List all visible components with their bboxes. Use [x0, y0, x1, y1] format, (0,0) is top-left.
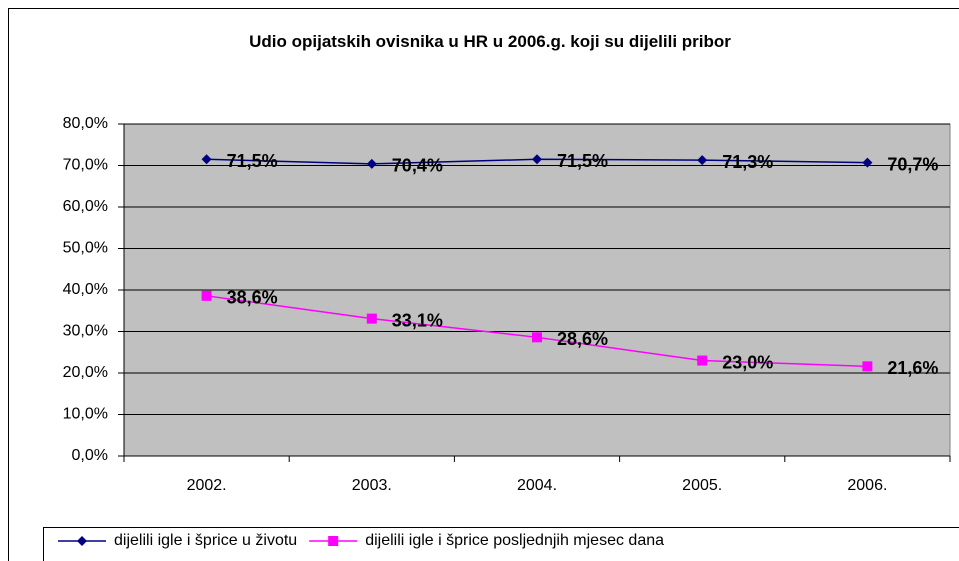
y-tick-label: 80,0% [63, 115, 108, 132]
marker [328, 536, 339, 546]
data-label: 71,5% [227, 151, 278, 171]
y-tick-label: 40,0% [63, 281, 108, 298]
marker [77, 536, 87, 546]
data-label: 28,6% [557, 329, 608, 349]
y-tick-label: 10,0% [63, 406, 108, 423]
x-tick-label: 2003. [352, 477, 392, 494]
marker [366, 158, 377, 169]
y-tick-label: 70,0% [63, 157, 108, 174]
data-label: 23,0% [722, 352, 773, 372]
data-label: 71,3% [722, 152, 773, 172]
y-tick-label: 30,0% [63, 323, 108, 340]
x-tick-label: 2004. [517, 477, 557, 494]
y-tick-label: 0,0% [72, 447, 108, 464]
marker [201, 154, 212, 165]
marker [532, 332, 542, 343]
x-tick-label: 2005. [682, 477, 722, 494]
marker [532, 154, 542, 165]
marker [366, 313, 377, 324]
y-tick-label: 20,0% [63, 364, 108, 381]
data-label: 70,7% [887, 154, 938, 174]
marker [697, 155, 708, 166]
marker [697, 355, 708, 366]
marker [201, 290, 212, 301]
data-label: 21,6% [887, 358, 938, 378]
legend-label: dijelili igle i šprice u životu [114, 532, 297, 549]
x-tick-label: 2002. [187, 477, 227, 494]
marker [862, 361, 873, 372]
y-tick-label: 50,0% [63, 240, 108, 257]
data-label: 38,6% [227, 288, 278, 308]
legend-label: dijelili igle i šprice posljednjih mjese… [365, 532, 664, 549]
data-label: 70,4% [392, 156, 443, 176]
y-tick-label: 60,0% [63, 198, 108, 215]
legend-box [43, 527, 959, 561]
marker [862, 157, 873, 168]
data-label: 33,1% [392, 310, 443, 330]
x-tick-label: 2006. [847, 477, 887, 494]
chart-title: Udio opijatskih ovisnika u HR u 2006.g. … [249, 32, 731, 51]
data-label: 71,5% [557, 151, 608, 171]
